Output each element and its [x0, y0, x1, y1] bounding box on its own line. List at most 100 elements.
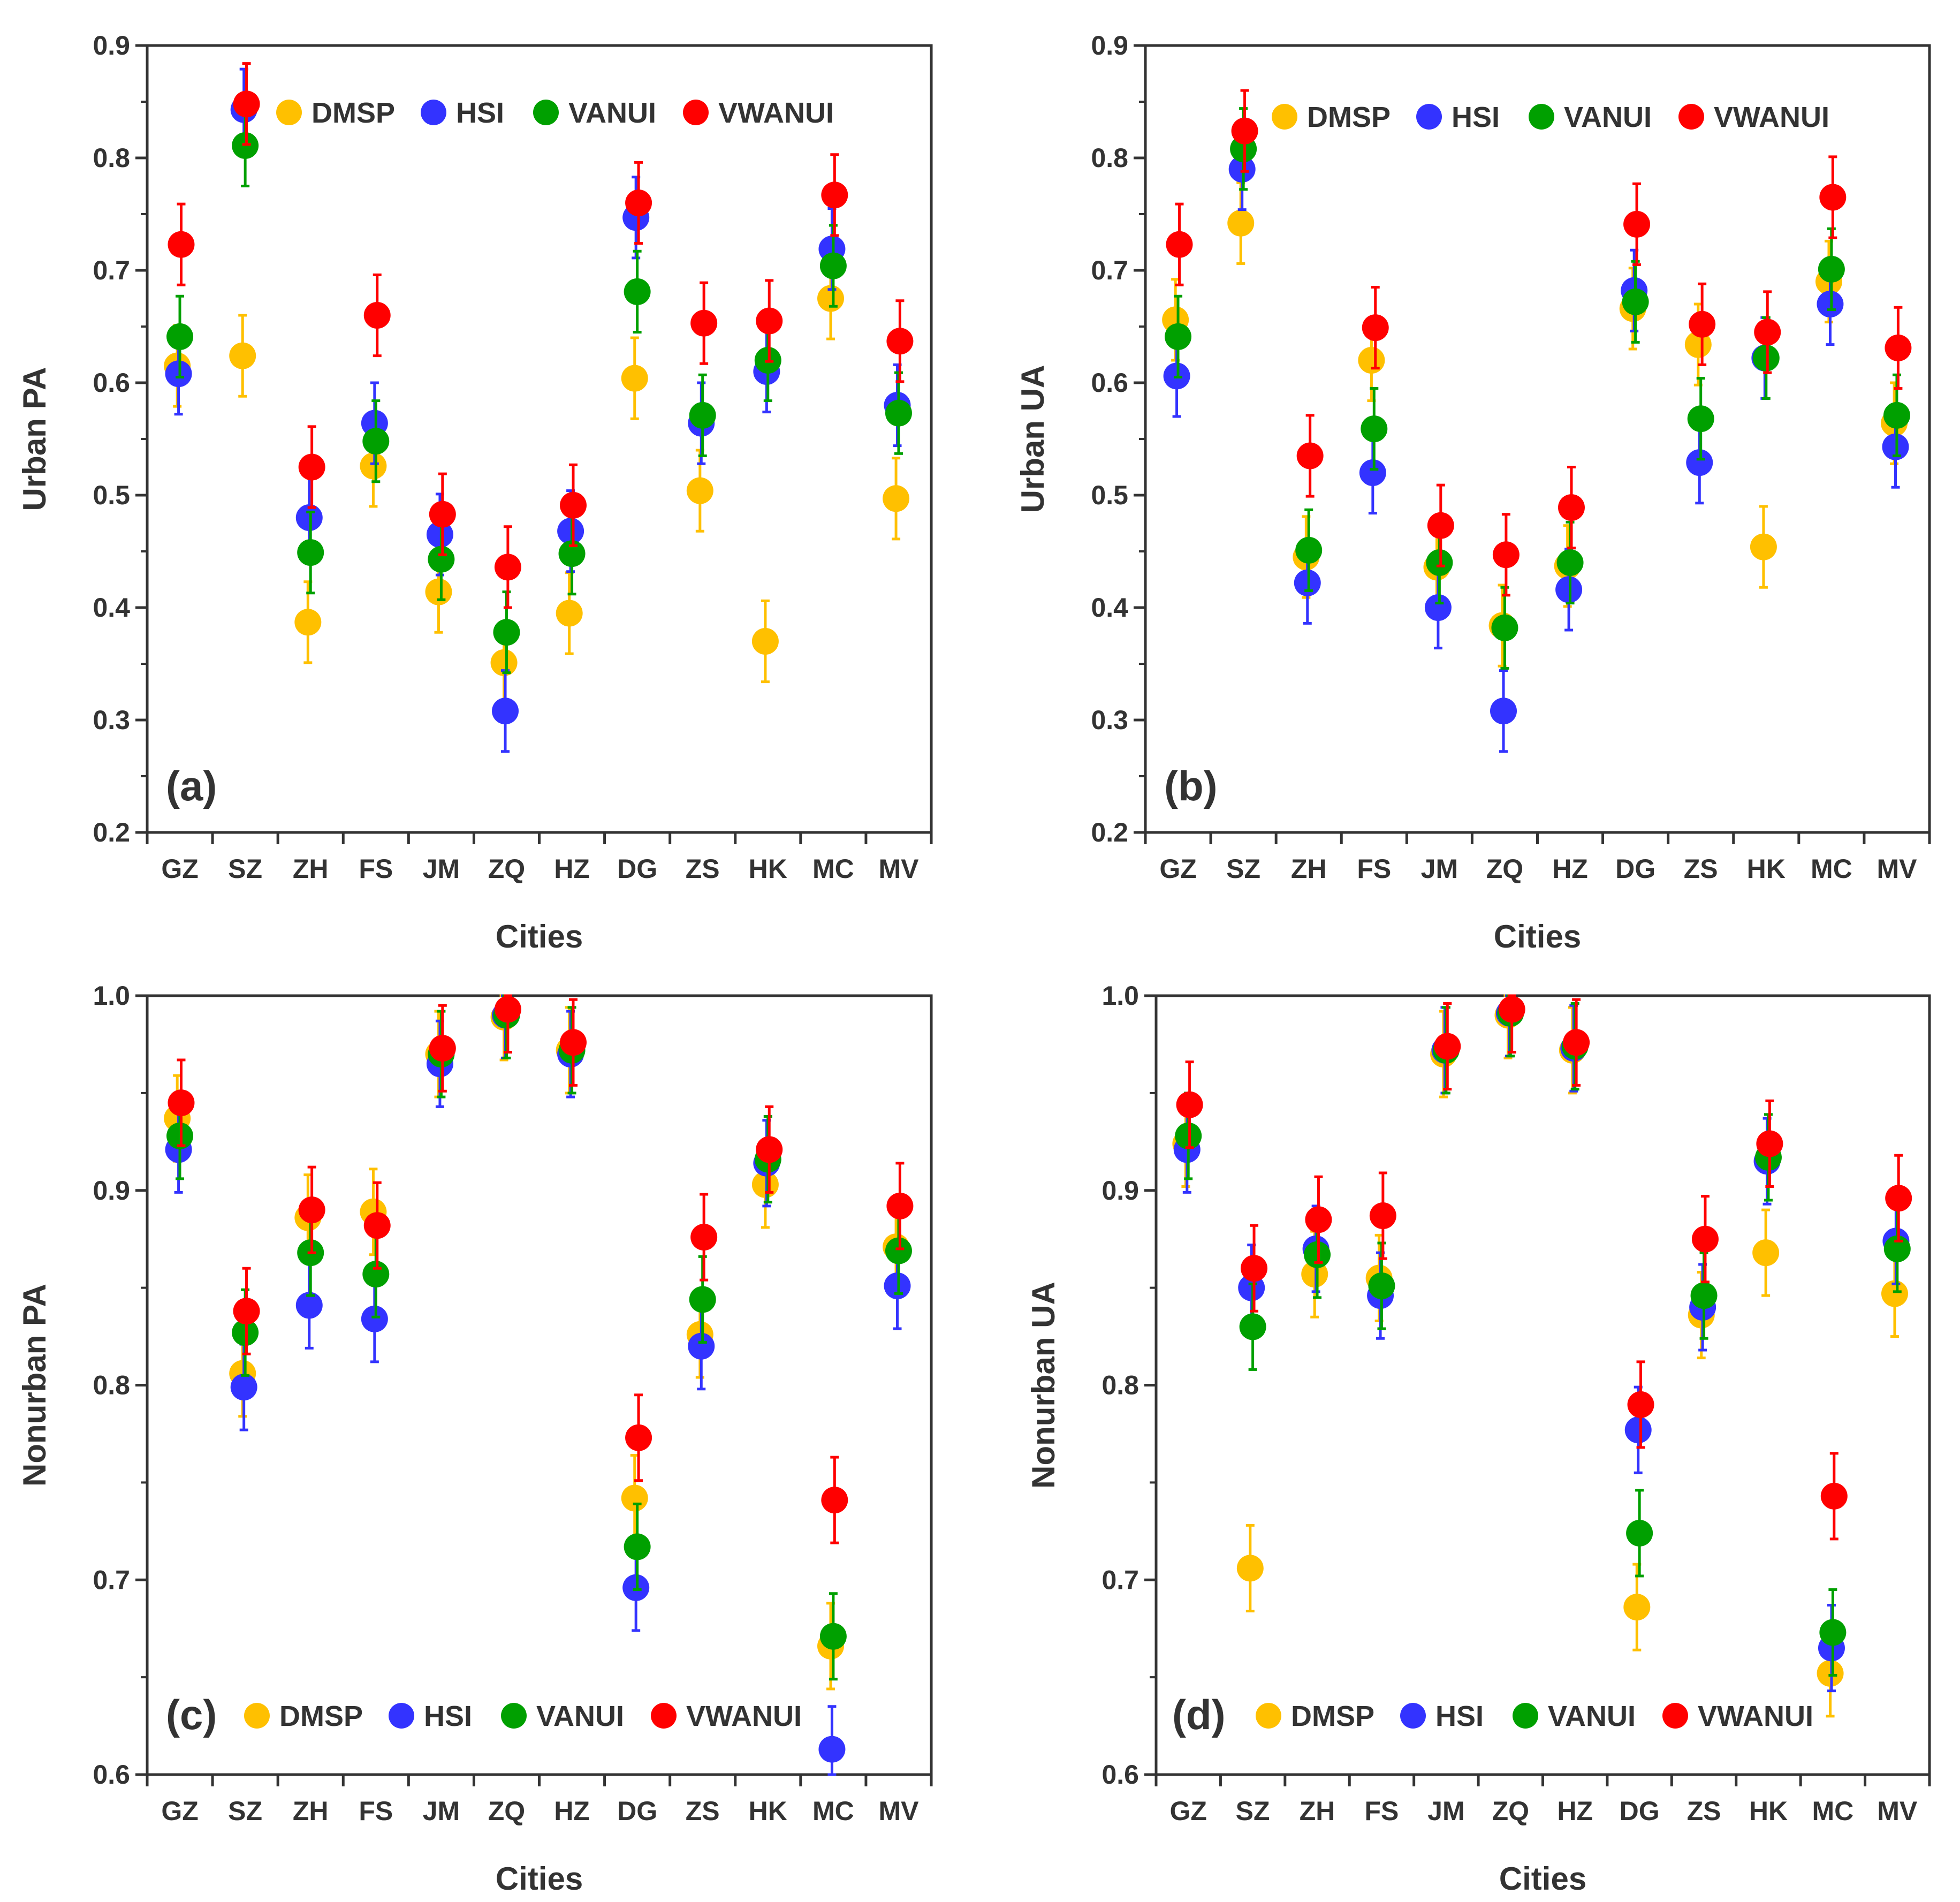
plot-frame	[146, 44, 933, 834]
data-point	[490, 649, 518, 676]
data-point	[689, 401, 716, 429]
data-point	[493, 619, 520, 646]
y-tick-label: 0.5	[1091, 480, 1128, 510]
x-tick-label: ZH	[1300, 1796, 1335, 1826]
data-point	[1362, 314, 1389, 342]
legend-marker	[651, 1703, 677, 1729]
x-tick-label: GZ	[161, 1796, 198, 1826]
data-point	[1361, 415, 1388, 443]
data-point	[360, 452, 387, 480]
legend-label: HSI	[1435, 1700, 1484, 1732]
y-tick-label: 0.3	[93, 705, 130, 735]
series-vanui	[166, 103, 912, 675]
data-point	[689, 1286, 716, 1313]
x-tick-label: ZH	[1291, 854, 1327, 884]
panel-d: 0.6 0.7 0.8 0.9 1.0 GZ SZ ZH FS JM ZQ HZ DG ZS HK MC MV C…	[1025, 981, 1931, 1897]
data-point	[1295, 536, 1323, 564]
data-point	[1819, 184, 1847, 211]
legend-marker	[501, 1703, 527, 1729]
data-point	[1819, 1619, 1847, 1646]
legend-marker	[389, 1703, 414, 1729]
y-tick-label: 0.8	[93, 1370, 130, 1400]
x-tick-label: FS	[1357, 854, 1391, 884]
panel-b: 0.2 0.3 0.4 0.5 0.6 0.7 0.8 0.9 GZ SZ ZH FS JM ZQ HZ DG…	[1015, 31, 1931, 954]
data-point	[1227, 209, 1255, 237]
y-tick-label: 0.8	[1101, 1370, 1139, 1400]
series-vanui	[1165, 107, 1910, 670]
data-point	[624, 1533, 651, 1560]
y-tick-label: 0.7	[93, 255, 130, 285]
legend-marker	[421, 100, 446, 125]
data-point	[1427, 512, 1454, 539]
y-tick-label: 0.5	[93, 480, 130, 510]
x-axis-label: Cities	[1499, 1861, 1586, 1897]
x-tick-label: DG	[617, 1796, 657, 1826]
data-point	[494, 554, 521, 581]
series-vwanui	[1176, 994, 1912, 1541]
data-point	[429, 501, 456, 528]
data-point	[168, 1089, 195, 1117]
x-tick-label: HZ	[554, 1796, 590, 1826]
data-point	[558, 540, 586, 567]
y-axis-label: Nonurban PA	[17, 1284, 52, 1487]
data-point	[1369, 1202, 1396, 1230]
y-tick-label: 0.9	[93, 1176, 130, 1206]
data-point	[425, 578, 452, 605]
legend-marker	[1513, 1703, 1538, 1729]
series-vwanui	[168, 994, 914, 1544]
legend-label: VWANUI	[686, 1700, 802, 1732]
data-point	[1241, 1255, 1268, 1282]
data-point	[1359, 459, 1386, 486]
data-point	[494, 996, 521, 1023]
x-tick-label: HZ	[1552, 854, 1588, 884]
x-tick-label: FS	[1365, 1796, 1399, 1826]
y-tick-label: 0.6	[93, 1760, 130, 1790]
y-tick-label: 0.6	[1091, 368, 1128, 398]
y-axis-label: Urban PA	[17, 367, 52, 511]
y-tick-label: 0.9	[1101, 1176, 1139, 1206]
y-tick-label: 0.2	[93, 817, 130, 847]
x-tick-label: ZQ	[1492, 1796, 1529, 1826]
data-point	[818, 1736, 846, 1763]
series-vwanui	[168, 62, 914, 609]
data-point	[1492, 541, 1520, 569]
data-point	[1239, 1313, 1266, 1340]
x-tick-label: ZS	[1687, 1796, 1721, 1826]
y-tick-label: 0.9	[1091, 31, 1128, 60]
legend-label: VWANUI	[1698, 1700, 1813, 1732]
data-point	[168, 231, 195, 258]
data-point	[559, 1029, 587, 1056]
x-tick-label: FS	[359, 854, 393, 884]
plot-frame	[146, 994, 933, 1776]
data-point	[1818, 255, 1845, 283]
data-point	[1556, 549, 1584, 576]
data-point	[166, 323, 194, 350]
data-point	[1883, 1235, 1911, 1262]
data-point	[885, 1237, 912, 1264]
data-point	[1687, 405, 1714, 433]
y-tick-label: 1.0	[93, 981, 130, 1011]
legend-label: HSI	[456, 97, 504, 129]
data-point	[1684, 331, 1712, 358]
data-point	[229, 342, 256, 369]
panel-label: (b)	[1164, 762, 1218, 809]
data-point	[819, 1623, 847, 1650]
panel-label: (a)	[166, 762, 217, 809]
x-axis-label: Cities	[1494, 919, 1581, 954]
x-tick-label: ZQ	[488, 1796, 525, 1826]
data-point	[1165, 323, 1192, 350]
data-point	[885, 399, 912, 427]
x-tick-label: ZH	[293, 1796, 329, 1826]
x-tick-label: ZS	[686, 854, 720, 884]
data-point	[1558, 494, 1585, 521]
data-point	[1490, 698, 1517, 725]
legend-marker	[1678, 104, 1704, 130]
data-point	[556, 600, 583, 627]
x-tick-label: DG	[1615, 854, 1655, 884]
data-point	[1305, 1206, 1332, 1233]
data-point	[686, 477, 713, 504]
legend-marker	[683, 100, 709, 125]
data-point	[230, 1374, 257, 1401]
legend-label: HSI	[424, 1700, 472, 1732]
legend-marker	[533, 100, 559, 125]
